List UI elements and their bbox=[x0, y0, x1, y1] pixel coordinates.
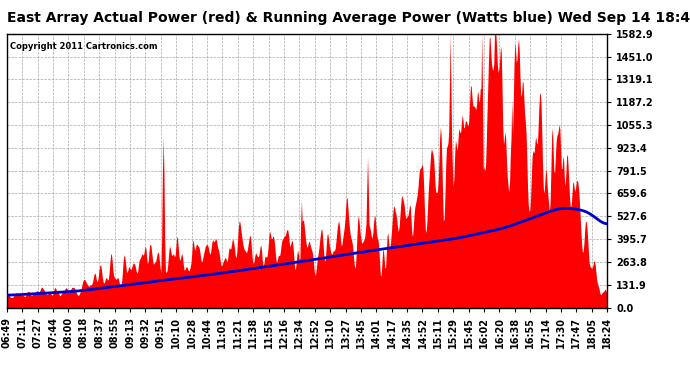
Text: Copyright 2011 Cartronics.com: Copyright 2011 Cartronics.com bbox=[10, 42, 157, 51]
Text: East Array Actual Power (red) & Running Average Power (Watts blue) Wed Sep 14 18: East Array Actual Power (red) & Running … bbox=[7, 11, 690, 25]
